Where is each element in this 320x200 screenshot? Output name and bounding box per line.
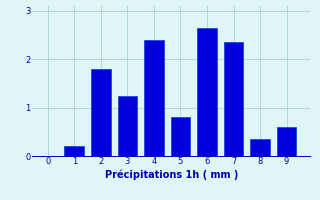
Bar: [144, 40, 164, 156]
Bar: [171, 117, 190, 156]
Bar: [117, 96, 137, 156]
Bar: [250, 139, 270, 156]
Bar: [91, 69, 111, 156]
Bar: [276, 127, 296, 156]
Bar: [224, 42, 244, 156]
Bar: [64, 146, 84, 156]
X-axis label: Précipitations 1h ( mm ): Précipitations 1h ( mm ): [105, 169, 238, 180]
Bar: [197, 28, 217, 156]
